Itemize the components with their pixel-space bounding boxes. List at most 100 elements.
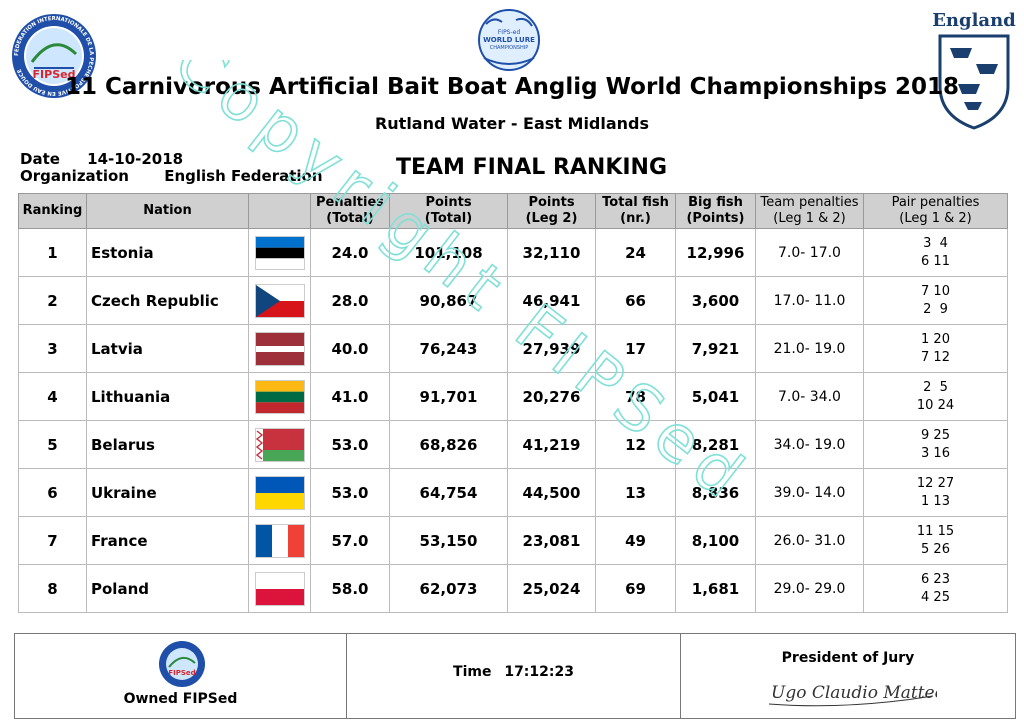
col-total-fish: Total fish (nr.) <box>595 193 676 229</box>
penalties-cell: 24.0 <box>310 228 390 277</box>
points-leg2-cell: 44,500 <box>507 468 596 517</box>
flag-cell <box>248 276 311 325</box>
rank-cell: 6 <box>18 468 87 517</box>
table-row: 5 Belarus 53.0 68,826 41,219 12 8,281 34.0- 19.… <box>18 420 1008 469</box>
points-leg2-cell: 32,110 <box>507 228 596 277</box>
pair-penalties-cell: 7 10 2 9 <box>863 276 1008 325</box>
table-row: 2 Czech Republic 28.0 90,867 46,941 66 3,600 17… <box>18 276 1008 325</box>
big-fish-cell: 12,996 <box>675 228 756 277</box>
ukraine-flag-icon <box>254 475 305 510</box>
flag-cell <box>248 228 311 277</box>
estonia-flag-icon <box>254 235 305 270</box>
latvia-flag-icon <box>254 331 305 366</box>
time-label: Time <box>453 664 492 680</box>
fipsed-small-logo: FIPSed <box>159 641 205 687</box>
points-leg2-cell: 23,081 <box>507 516 596 565</box>
table-row: 3 Latvia 40.0 76,243 27,939 17 7,921 21.0- 19.0… <box>18 324 1008 373</box>
flag-cell <box>248 324 311 373</box>
flag-cell <box>248 468 311 517</box>
svg-text:CHAMPIONSHIP: CHAMPIONSHIP <box>490 45 529 51</box>
table-header-row: Ranking Nation Penalties (Total) Points (T… <box>18 193 1008 229</box>
flag-cell <box>248 516 311 565</box>
organization-row: Organization English Federation <box>20 167 323 185</box>
points-total-cell: 64,754 <box>389 468 508 517</box>
big-fish-cell: 8,100 <box>675 516 756 565</box>
col-team-penalties: Team penalties (Leg 1 & 2) <box>755 193 864 229</box>
penalties-cell: 53.0 <box>310 468 390 517</box>
rank-cell: 7 <box>18 516 87 565</box>
col-points-leg2: Points (Leg 2) <box>507 193 596 229</box>
big-fish-cell: 7,921 <box>675 324 756 373</box>
svg-text:England: England <box>932 10 1016 31</box>
big-fish-cell: 8,836 <box>675 468 756 517</box>
owned-cell: FIPSed Owned FIPSed <box>15 634 347 718</box>
svg-text:FIPS-ed: FIPS-ed <box>498 29 521 36</box>
organization-value: English Federation <box>164 167 323 185</box>
svg-text:WORLD LURE: WORLD LURE <box>483 36 535 44</box>
world-lure-championship-logo: FIPS-ed WORLD LURE CHAMPIONSHIP <box>478 9 540 71</box>
col-big-fish: Big fish (Points) <box>675 193 756 229</box>
nation-cell: Ukraine <box>86 468 249 517</box>
penalties-cell: 41.0 <box>310 372 390 421</box>
belarus-flag-icon <box>254 427 305 462</box>
col-nation: Nation <box>86 193 249 229</box>
points-total-cell: 90,867 <box>389 276 508 325</box>
big-fish-cell: 5,041 <box>675 372 756 421</box>
total-fish-cell: 69 <box>595 564 676 613</box>
team-penalties-cell: 39.0- 14.0 <box>755 468 864 517</box>
rank-cell: 1 <box>18 228 87 277</box>
points-total-cell: 62,073 <box>389 564 508 613</box>
pair-penalties-cell: 11 15 5 26 <box>863 516 1008 565</box>
svg-text:Ugo Claudio Matteoli: Ugo Claudio Matteoli <box>771 683 937 703</box>
penalties-cell: 53.0 <box>310 420 390 469</box>
points-leg2-cell: 20,276 <box>507 372 596 421</box>
rank-cell: 2 <box>18 276 87 325</box>
total-fish-cell: 24 <box>595 228 676 277</box>
team-penalties-cell: 21.0- 19.0 <box>755 324 864 373</box>
points-leg2-cell: 25,024 <box>507 564 596 613</box>
page-title: 11 Carnivorous Artificial Bait Boat Angl… <box>64 74 960 100</box>
pair-penalties-cell: 12 27 1 13 <box>863 468 1008 517</box>
poland-flag-icon <box>254 571 305 606</box>
team-penalties-cell: 7.0- 17.0 <box>755 228 864 277</box>
total-fish-cell: 66 <box>595 276 676 325</box>
president-of-jury-label: President of Jury <box>781 650 915 666</box>
table-row: 1 Estonia 24.0 101,108 32,110 24 12,996 7.0- 17… <box>18 228 1008 277</box>
nation-cell: Poland <box>86 564 249 613</box>
col-points-total: Points (Total) <box>389 193 508 229</box>
team-penalties-cell: 17.0- 11.0 <box>755 276 864 325</box>
team-penalties-cell: 26.0- 31.0 <box>755 516 864 565</box>
rank-cell: 4 <box>18 372 87 421</box>
czech-flag-icon <box>254 283 305 318</box>
svg-text:FIPSed: FIPSed <box>168 669 195 677</box>
points-total-cell: 68,826 <box>389 420 508 469</box>
nation-cell: Czech Republic <box>86 276 249 325</box>
points-total-cell: 53,150 <box>389 516 508 565</box>
penalties-cell: 28.0 <box>310 276 390 325</box>
penalties-cell: 57.0 <box>310 516 390 565</box>
big-fish-cell: 3,600 <box>675 276 756 325</box>
col-flag <box>248 193 311 229</box>
big-fish-cell: 8,281 <box>675 420 756 469</box>
time-cell: Time 17:12:23 <box>347 634 681 718</box>
footer: FIPSed Owned FIPSed Time 17:12:23 Presid… <box>14 633 1016 719</box>
nation-cell: France <box>86 516 249 565</box>
team-ranking-table: Ranking Nation Penalties (Total) Points (T… <box>18 193 1008 613</box>
france-flag-icon <box>254 523 305 558</box>
flag-cell <box>248 564 311 613</box>
total-fish-cell: 12 <box>595 420 676 469</box>
points-total-cell: 91,701 <box>389 372 508 421</box>
time-value: 17:12:23 <box>504 664 574 680</box>
venue-subtitle: Rutland Water - East Midlands <box>374 114 650 133</box>
nation-cell: Estonia <box>86 228 249 277</box>
nation-cell: Latvia <box>86 324 249 373</box>
points-total-cell: 101,108 <box>389 228 508 277</box>
owned-label: Owned FIPSed <box>123 691 238 707</box>
pair-penalties-cell: 1 20 7 12 <box>863 324 1008 373</box>
points-leg2-cell: 41,219 <box>507 420 596 469</box>
points-total-cell: 76,243 <box>389 324 508 373</box>
points-leg2-cell: 27,939 <box>507 324 596 373</box>
flag-cell <box>248 420 311 469</box>
rank-cell: 5 <box>18 420 87 469</box>
